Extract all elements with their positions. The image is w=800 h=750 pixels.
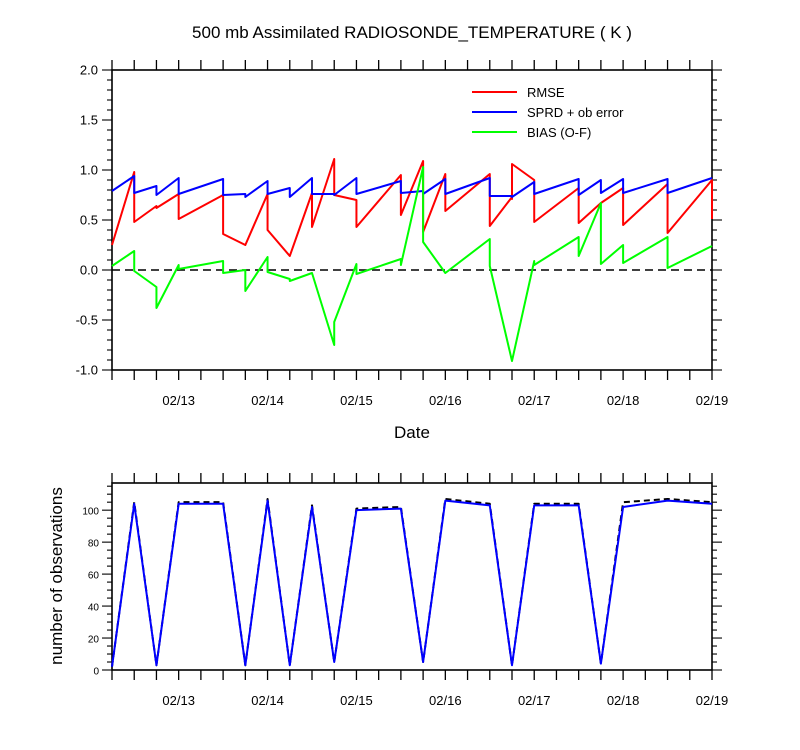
legend-label-1: SPRD + ob error xyxy=(527,105,624,120)
x-tick-label: 02/18 xyxy=(607,393,640,408)
x-tick-label: 02/19 xyxy=(696,393,729,408)
y-tick-label: 80 xyxy=(88,539,100,550)
legend-label-2: BIAS (O-F) xyxy=(527,125,591,140)
plot-frame xyxy=(111,482,713,671)
y-tick-label: 1.0 xyxy=(80,163,98,178)
x-tick-label: 02/15 xyxy=(340,693,373,708)
series-line-2 xyxy=(111,166,713,362)
x-tick-label: 02/15 xyxy=(340,393,373,408)
x-axis-title: Date xyxy=(394,423,430,442)
series-line-0 xyxy=(111,158,713,257)
y-tick-label: -1.0 xyxy=(76,363,98,378)
y-tick-label: 60 xyxy=(88,571,100,582)
y-tick-label: 100 xyxy=(82,507,99,518)
y-tick-label: 2.0 xyxy=(80,63,98,78)
y-tick-label: 0.5 xyxy=(80,213,98,228)
y-axis-title-observations: number of observations xyxy=(47,487,66,665)
x-tick-label: 02/14 xyxy=(251,693,284,708)
y-tick-label: 1.5 xyxy=(80,113,98,128)
x-tick-label: 02/16 xyxy=(429,393,462,408)
legend-label-0: RMSE xyxy=(527,85,565,100)
chart-title: 500 mb Assimilated RADIOSONDE_TEMPERATUR… xyxy=(192,23,632,42)
x-tick-label: 02/13 xyxy=(162,693,195,708)
x-tick-label: 02/19 xyxy=(696,693,729,708)
y-tick-label: -0.5 xyxy=(76,313,98,328)
y-tick-label: 40 xyxy=(88,603,100,614)
top-plot-area: 02/13 02/14 02/15 02/16 02/17 02/18 02/19 -1.0 -… xyxy=(76,60,729,408)
y-tick-label: 20 xyxy=(88,635,100,646)
x-tick-label: 02/18 xyxy=(607,693,640,708)
x-tick-label: 02/17 xyxy=(518,393,551,408)
x-tick-label: 02/17 xyxy=(518,693,551,708)
y-tick-label: 0 xyxy=(93,667,99,678)
x-tick-label: 02/14 xyxy=(251,393,284,408)
x-tick-label: 02/16 xyxy=(429,693,462,708)
bottom-plot-area: 02/13 02/14 02/15 02/16 02/17 02/18 02/19 0 20 40… xyxy=(82,473,728,708)
series-line-1 xyxy=(111,499,713,667)
series-line-1 xyxy=(111,175,713,198)
y-tick-label: 0.0 xyxy=(80,263,98,278)
x-tick-label: 02/13 xyxy=(162,393,195,408)
